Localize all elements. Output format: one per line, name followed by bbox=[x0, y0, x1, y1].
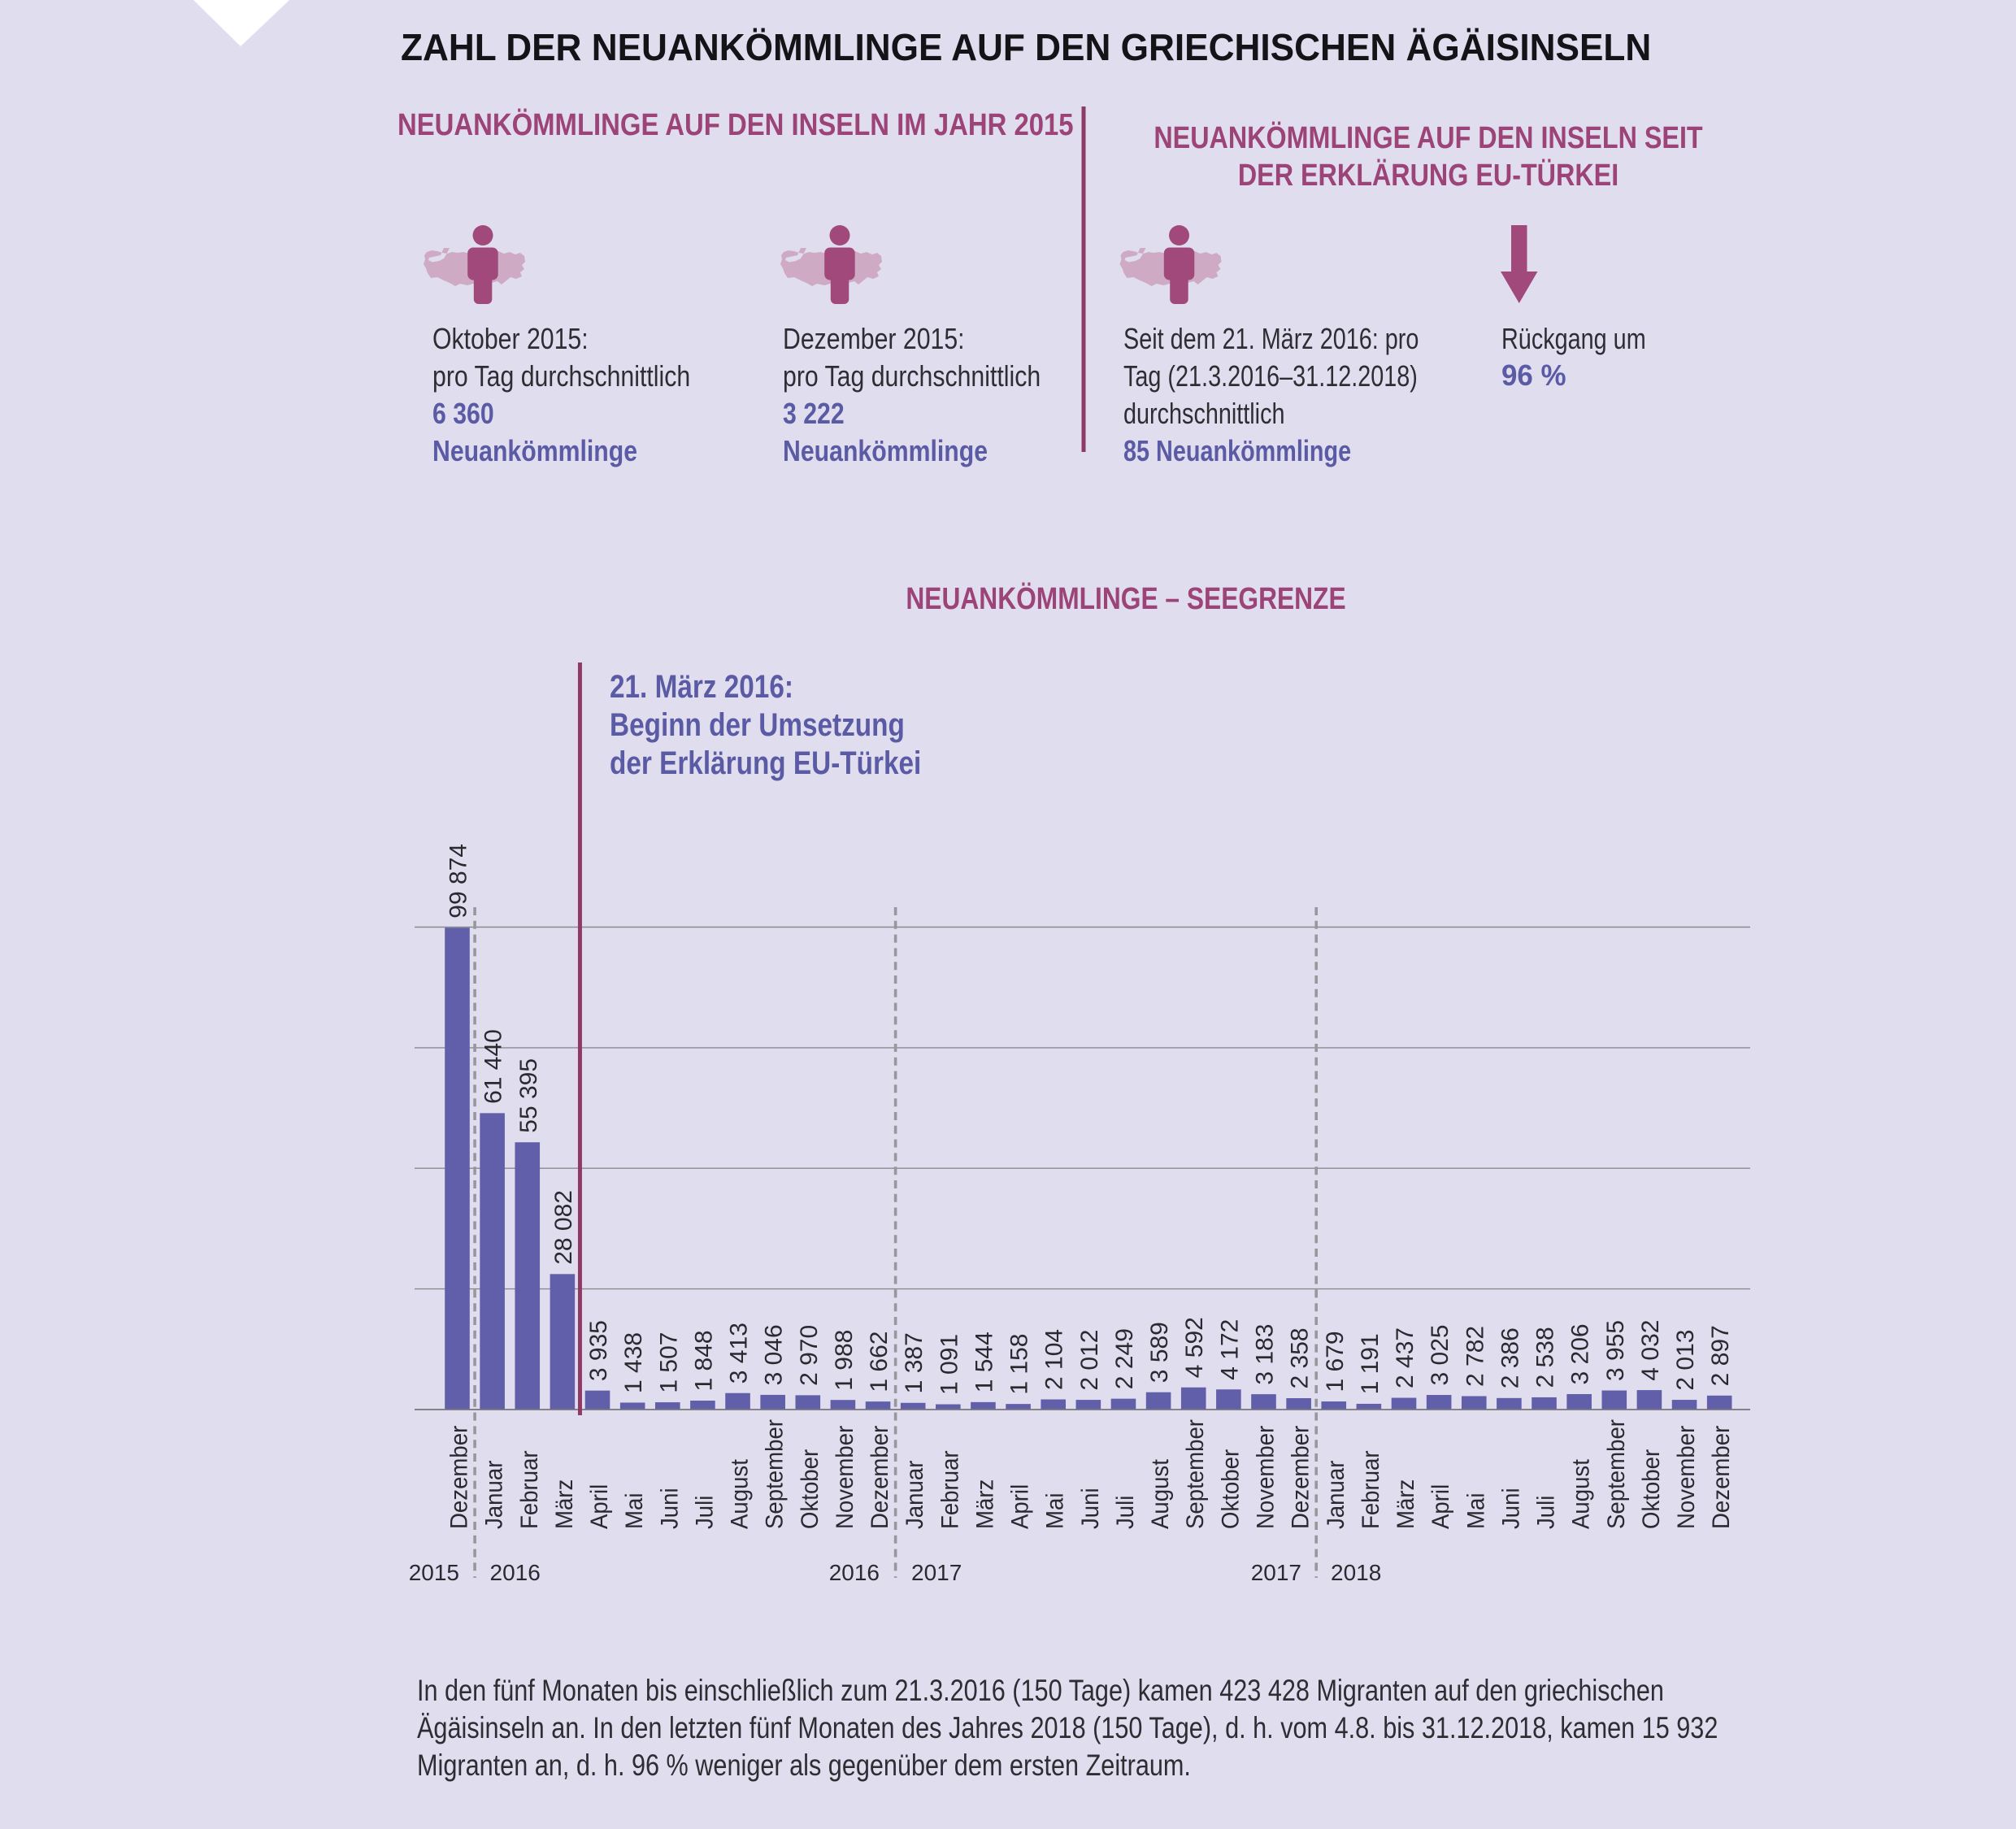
svg-text:2 012: 2 012 bbox=[1076, 1330, 1103, 1391]
svg-text:März: März bbox=[551, 1479, 578, 1529]
svg-text:1 091: 1 091 bbox=[936, 1334, 962, 1395]
svg-text:August: August bbox=[727, 1458, 754, 1529]
svg-text:Dezember: Dezember bbox=[1708, 1426, 1735, 1529]
svg-text:März: März bbox=[1393, 1479, 1419, 1529]
svg-text:2 358: 2 358 bbox=[1287, 1327, 1314, 1388]
svg-text:28 082: 28 082 bbox=[550, 1190, 577, 1265]
svg-text:2016: 2016 bbox=[490, 1560, 541, 1585]
svg-text:November: November bbox=[832, 1426, 858, 1529]
svg-text:Januar: Januar bbox=[902, 1461, 928, 1529]
svg-text:Januar: Januar bbox=[1323, 1461, 1349, 1529]
svg-text:Juli: Juli bbox=[691, 1496, 718, 1529]
svg-text:Dezember: Dezember bbox=[446, 1426, 473, 1529]
svg-text:3 935: 3 935 bbox=[585, 1320, 612, 1381]
svg-text:3 589: 3 589 bbox=[1146, 1322, 1173, 1383]
svg-text:99 874: 99 874 bbox=[445, 844, 472, 919]
svg-text:August: August bbox=[1147, 1458, 1174, 1529]
svg-text:2 104: 2 104 bbox=[1041, 1329, 1068, 1390]
svg-text:1 387: 1 387 bbox=[901, 1332, 928, 1393]
svg-text:4 592: 4 592 bbox=[1181, 1317, 1208, 1378]
svg-text:2 782: 2 782 bbox=[1462, 1326, 1488, 1387]
svg-text:2 970: 2 970 bbox=[796, 1325, 823, 1386]
svg-text:November: November bbox=[1253, 1426, 1280, 1529]
svg-text:1 438: 1 438 bbox=[620, 1332, 647, 1393]
svg-text:2 538: 2 538 bbox=[1532, 1327, 1559, 1388]
svg-text:1 507: 1 507 bbox=[655, 1332, 682, 1393]
svg-text:Januar: Januar bbox=[481, 1461, 508, 1529]
svg-text:2015: 2015 bbox=[409, 1560, 459, 1585]
svg-text:April: April bbox=[1007, 1484, 1034, 1529]
svg-text:September: September bbox=[1603, 1419, 1630, 1529]
svg-text:55 395: 55 395 bbox=[515, 1058, 542, 1133]
svg-text:Februar: Februar bbox=[1358, 1450, 1384, 1529]
svg-text:März: März bbox=[972, 1479, 999, 1529]
svg-text:2 249: 2 249 bbox=[1111, 1328, 1138, 1389]
svg-text:Mai: Mai bbox=[1042, 1493, 1069, 1530]
svg-text:3 413: 3 413 bbox=[726, 1323, 753, 1384]
svg-text:4 032: 4 032 bbox=[1637, 1320, 1664, 1381]
svg-text:61 440: 61 440 bbox=[480, 1029, 507, 1104]
svg-text:Mai: Mai bbox=[621, 1493, 648, 1530]
svg-text:September: September bbox=[762, 1419, 789, 1529]
svg-text:1 988: 1 988 bbox=[831, 1330, 858, 1391]
svg-text:2 437: 2 437 bbox=[1392, 1327, 1419, 1388]
svg-text:2016: 2016 bbox=[829, 1560, 880, 1585]
svg-text:2017: 2017 bbox=[1251, 1560, 1301, 1585]
svg-text:1 662: 1 662 bbox=[866, 1332, 893, 1392]
svg-text:Juli: Juli bbox=[1112, 1496, 1139, 1529]
svg-text:Dezember: Dezember bbox=[867, 1426, 893, 1529]
svg-text:2 386: 2 386 bbox=[1497, 1327, 1523, 1388]
svg-text:3 183: 3 183 bbox=[1252, 1324, 1279, 1385]
svg-text:August: August bbox=[1568, 1458, 1595, 1529]
svg-text:2 013: 2 013 bbox=[1672, 1330, 1699, 1391]
svg-text:4 172: 4 172 bbox=[1216, 1319, 1243, 1380]
svg-text:April: April bbox=[586, 1484, 613, 1529]
svg-text:2 897: 2 897 bbox=[1707, 1325, 1734, 1386]
svg-text:1 158: 1 158 bbox=[1006, 1334, 1033, 1395]
svg-text:3 206: 3 206 bbox=[1567, 1323, 1594, 1384]
svg-text:Juni: Juni bbox=[1497, 1488, 1524, 1529]
svg-text:Juni: Juni bbox=[1077, 1488, 1104, 1529]
svg-text:1 544: 1 544 bbox=[971, 1332, 998, 1392]
svg-text:Februar: Februar bbox=[936, 1450, 963, 1529]
svg-text:3 046: 3 046 bbox=[761, 1324, 788, 1385]
svg-text:November: November bbox=[1673, 1426, 1700, 1529]
svg-text:Oktober: Oktober bbox=[1638, 1449, 1665, 1529]
svg-text:2017: 2017 bbox=[911, 1560, 962, 1585]
svg-text:Mai: Mai bbox=[1462, 1493, 1489, 1530]
svg-text:2018: 2018 bbox=[1331, 1560, 1381, 1585]
svg-text:Oktober: Oktober bbox=[1217, 1449, 1244, 1529]
svg-text:1 848: 1 848 bbox=[690, 1330, 717, 1391]
svg-text:September: September bbox=[1182, 1419, 1209, 1529]
svg-text:April: April bbox=[1427, 1484, 1454, 1529]
svg-text:Dezember: Dezember bbox=[1288, 1426, 1314, 1529]
svg-text:Juni: Juni bbox=[656, 1488, 683, 1529]
svg-text:1 191: 1 191 bbox=[1357, 1333, 1384, 1394]
svg-text:Oktober: Oktober bbox=[797, 1449, 823, 1529]
svg-text:Juli: Juli bbox=[1533, 1496, 1560, 1529]
svg-text:3 955: 3 955 bbox=[1602, 1320, 1629, 1381]
svg-text:1 679: 1 679 bbox=[1322, 1331, 1349, 1392]
svg-text:3 025: 3 025 bbox=[1427, 1324, 1453, 1385]
svg-text:Februar: Februar bbox=[516, 1450, 543, 1529]
